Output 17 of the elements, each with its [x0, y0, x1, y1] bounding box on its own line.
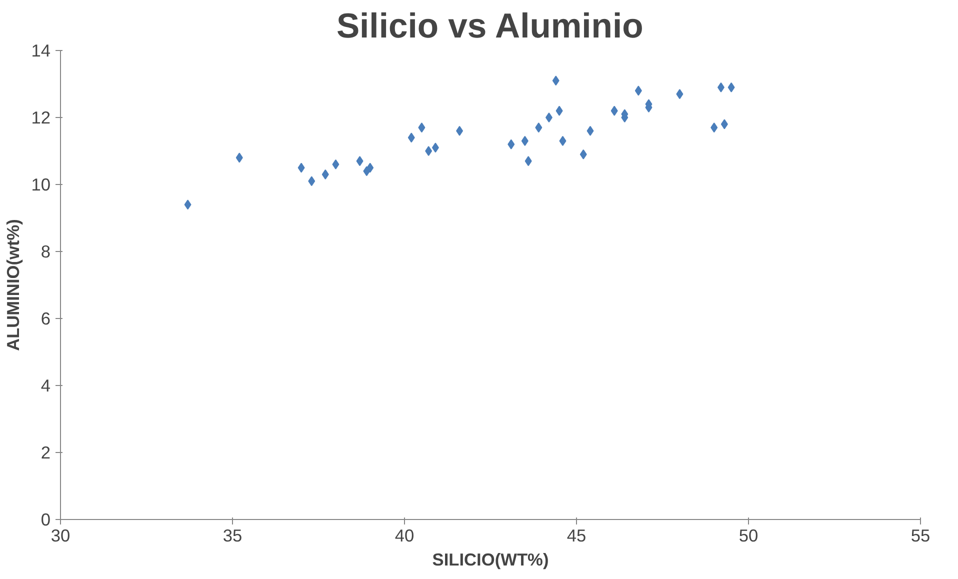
- y-tick-label: 6: [40, 308, 51, 328]
- x-tick-label: 50: [738, 526, 758, 546]
- y-tick-label: 0: [40, 510, 51, 530]
- y-tick-label: 12: [31, 108, 51, 128]
- x-tick-label: 45: [566, 526, 586, 546]
- y-tick-label: 4: [40, 376, 51, 396]
- x-tick-label: 40: [394, 526, 414, 546]
- x-tick-label: 55: [910, 526, 930, 546]
- y-tick-label: 8: [40, 242, 51, 262]
- x-axis-title: SILICIO(WT%): [432, 550, 549, 570]
- y-tick-label: 14: [31, 40, 51, 60]
- y-tick-label: 10: [31, 174, 51, 194]
- y-tick-label: 2: [40, 442, 51, 462]
- x-tick-label: 35: [222, 526, 242, 546]
- x-tick-label: 30: [50, 526, 70, 546]
- y-axis-title: ALUMINIO(wt%): [3, 219, 24, 351]
- chart-title: Silicio vs Aluminio: [336, 8, 644, 46]
